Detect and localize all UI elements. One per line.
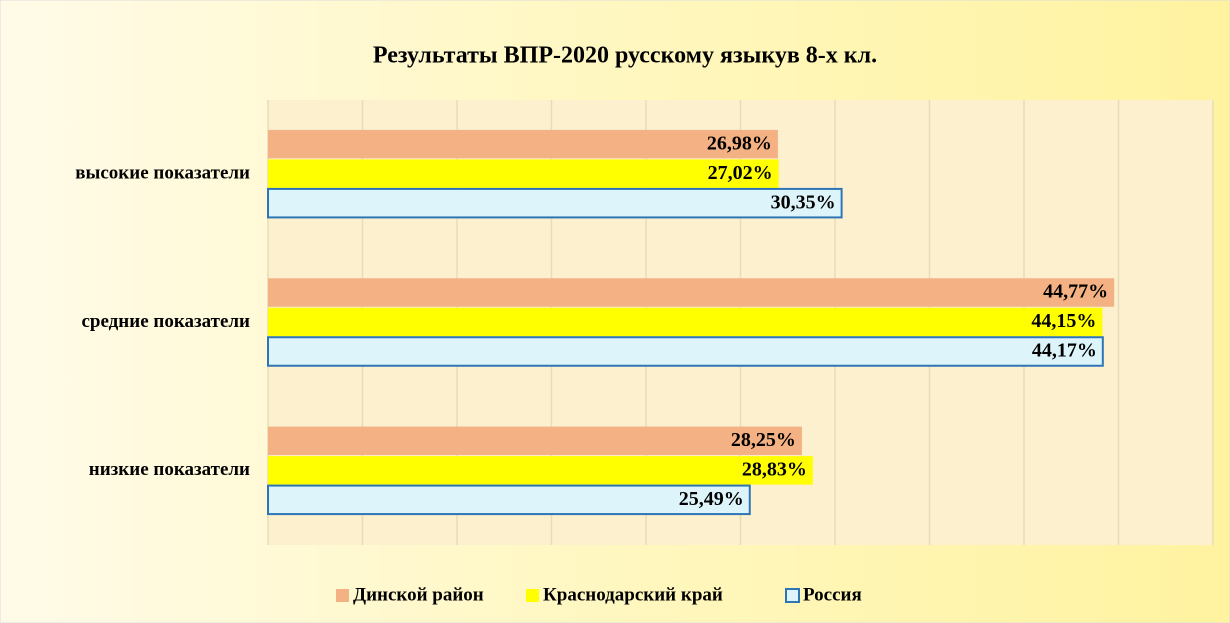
data-label: 28,83% — [742, 458, 807, 480]
y-tick-label: высокие показатели — [75, 163, 250, 184]
data-label: 44,15% — [1031, 310, 1096, 332]
bar — [267, 484, 751, 516]
bar — [267, 187, 843, 219]
legend-label: Краснодарский край — [543, 584, 723, 605]
data-label: 28,25% — [731, 429, 796, 451]
bar — [268, 129, 778, 159]
legend-swatch — [526, 589, 539, 602]
data-label: 44,17% — [1032, 340, 1097, 362]
data-label: 25,49% — [679, 488, 744, 510]
data-label: 30,35% — [771, 191, 836, 213]
bar — [268, 278, 1115, 307]
data-label: 44,77% — [1043, 281, 1108, 303]
y-tick-label: низкие показатели — [89, 459, 250, 480]
data-label: 27,02% — [708, 162, 773, 184]
legend-label: Россия — [803, 584, 862, 605]
legend-label: Динской район — [353, 584, 484, 605]
legend-swatch — [336, 589, 349, 602]
data-label: 26,98% — [707, 132, 772, 154]
bar — [268, 307, 1103, 337]
bar — [268, 456, 813, 485]
bar — [267, 336, 1104, 367]
chart-title: Результаты ВПР-2020 русскому языкув 8-х … — [373, 43, 877, 69]
legend-swatch — [785, 588, 800, 603]
bar — [268, 159, 779, 188]
bar — [268, 426, 802, 456]
y-tick-label: средние показатели — [82, 311, 251, 332]
